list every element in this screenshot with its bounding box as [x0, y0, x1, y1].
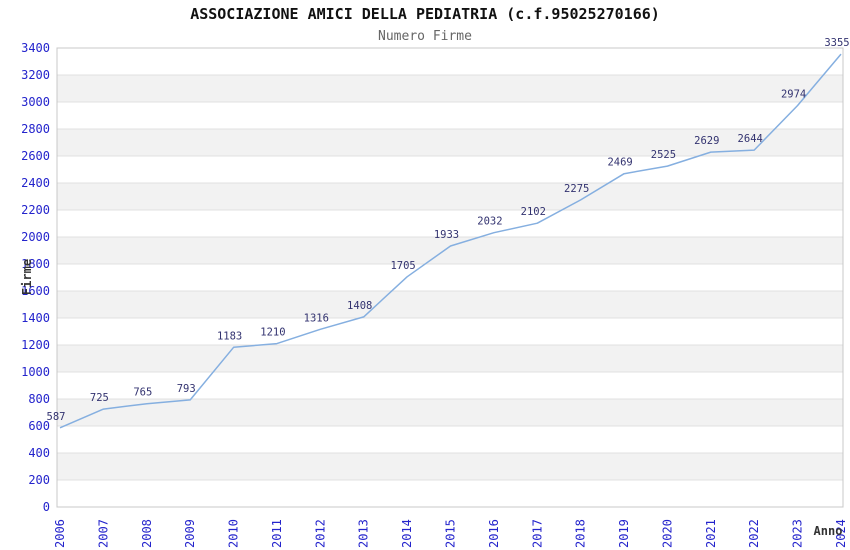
y-tick-label: 1800 — [21, 257, 50, 271]
data-label: 1933 — [434, 229, 459, 241]
x-tick-label: 2011 — [270, 519, 284, 548]
plot-bands — [57, 75, 843, 480]
y-tick-label: 3200 — [21, 68, 50, 82]
y-tick-label: 1000 — [21, 365, 50, 379]
data-label: 2469 — [607, 157, 632, 169]
plot-band — [57, 399, 843, 426]
x-tick-label: 2016 — [487, 519, 501, 548]
data-label: 2032 — [477, 216, 502, 228]
y-tick-label: 3000 — [21, 95, 50, 109]
data-label: 2644 — [738, 133, 763, 145]
data-label: 2525 — [651, 149, 676, 161]
data-label: 765 — [133, 387, 152, 399]
plot-band — [57, 237, 843, 264]
y-axis-title: Firme — [20, 259, 34, 295]
chart-subtitle: Numero Firme — [378, 29, 472, 44]
x-tick-label: 2024 — [834, 519, 848, 548]
x-axis-title: Anno — [814, 524, 843, 538]
data-label: 3355 — [824, 37, 849, 49]
x-tick-label: 2015 — [444, 519, 458, 548]
data-label: 1408 — [347, 300, 372, 312]
y-tick-label: 2600 — [21, 149, 50, 163]
x-tick-label: 2007 — [96, 519, 110, 548]
x-tick-label: 2023 — [791, 519, 805, 548]
y-axis-tick-labels: 0 200 400 600 800 1000 1200 1400 1600 1800 2000 220… — [21, 41, 50, 514]
plot-band — [57, 75, 843, 102]
y-tick-label: 1600 — [21, 284, 50, 298]
data-label: 1210 — [260, 327, 285, 339]
plot-border — [56, 47, 844, 508]
data-label: 2974 — [781, 89, 806, 101]
x-tick-label: 2018 — [574, 519, 588, 548]
data-label: 793 — [177, 383, 196, 395]
data-label: 2102 — [521, 206, 546, 218]
x-tick-label: 2017 — [530, 519, 544, 548]
data-label: 1183 — [217, 330, 242, 342]
data-label: 1316 — [304, 312, 329, 324]
data-label: 2275 — [564, 183, 589, 195]
y-tick-label: 0 — [43, 500, 50, 514]
series-line — [59, 53, 842, 429]
x-tick-label: 2021 — [704, 519, 718, 548]
x-tick-label: 2012 — [313, 519, 327, 548]
x-tick-label: 2014 — [400, 519, 414, 548]
x-tick-label: 2013 — [357, 519, 371, 548]
plot-band — [57, 183, 843, 210]
data-label: 2629 — [694, 135, 719, 147]
y-tick-label: 1400 — [21, 311, 50, 325]
data-labels: 587 725 765 793 1183 1210 1316 1408 1705 1933 2032… — [47, 37, 850, 423]
y-tick-label: 2800 — [21, 122, 50, 136]
gridlines — [57, 74, 843, 481]
y-tick-label: 400 — [28, 446, 50, 460]
x-tick-label: 2008 — [140, 519, 154, 548]
y-tick-label: 2400 — [21, 176, 50, 190]
y-tick-label: 2200 — [21, 203, 50, 217]
data-label: 725 — [90, 392, 109, 404]
y-tick-label: 800 — [28, 392, 50, 406]
x-tick-label: 2009 — [183, 519, 197, 548]
y-tick-label: 600 — [28, 419, 50, 433]
x-tick-label: 2010 — [227, 519, 241, 548]
x-tick-label: 2019 — [617, 519, 631, 548]
x-tick-label: 2020 — [660, 519, 674, 548]
x-tick-label: 2022 — [747, 519, 761, 548]
plot-band — [57, 291, 843, 318]
x-tick-label: 2006 — [53, 519, 67, 548]
plot-band — [57, 345, 843, 372]
y-tick-label: 200 — [28, 473, 50, 487]
plot-band — [57, 453, 843, 480]
data-label: 587 — [47, 411, 66, 423]
y-tick-label: 3400 — [21, 41, 50, 55]
y-tick-label: 1200 — [21, 338, 50, 352]
data-label: 1705 — [390, 260, 415, 272]
y-tick-label: 2000 — [21, 230, 50, 244]
chart-title: ASSOCIAZIONE AMICI DELLA PEDIATRIA (c.f.… — [190, 5, 660, 23]
x-axis-tick-labels: 2006 2007 2008 2009 2010 2011 2012 2013 2014 2015… — [53, 519, 848, 548]
